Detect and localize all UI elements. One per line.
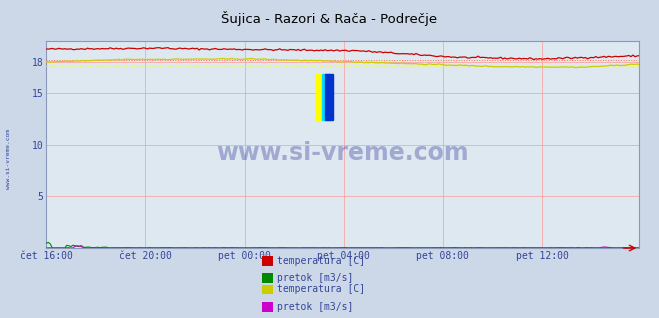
Text: temperatura [C]: temperatura [C] [277, 256, 365, 266]
Text: pretok [m3/s]: pretok [m3/s] [277, 302, 353, 312]
Text: pretok [m3/s]: pretok [m3/s] [277, 273, 353, 283]
Bar [325, 74, 333, 120]
Bar [316, 74, 329, 120]
Text: www.si-vreme.com: www.si-vreme.com [216, 141, 469, 165]
Bar [322, 74, 330, 120]
Text: Šujica - Razori & Rača - Podrečje: Šujica - Razori & Rača - Podrečje [221, 11, 438, 26]
Text: www.si-vreme.com: www.si-vreme.com [6, 129, 11, 189]
Text: temperatura [C]: temperatura [C] [277, 284, 365, 294]
